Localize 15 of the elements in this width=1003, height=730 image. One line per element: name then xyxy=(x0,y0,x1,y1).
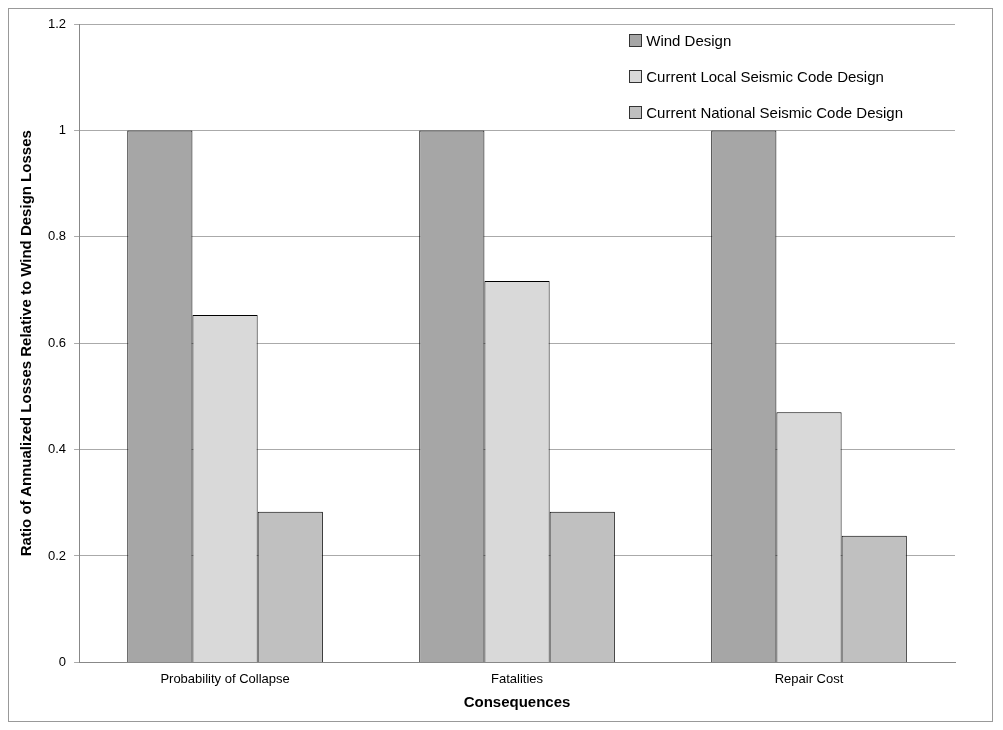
legend-label: Wind Design xyxy=(646,31,732,49)
y-tick-label: 0.8 xyxy=(47,228,67,244)
legend-label: Current Local Seismic Code Design xyxy=(646,67,884,85)
y-tick-label: 0.4 xyxy=(47,441,67,457)
y-tick-label: 1 xyxy=(58,121,67,137)
x-axis-title: Consequences xyxy=(463,693,571,711)
y-tick-label: 1.2 xyxy=(47,15,67,31)
y-tick-label: 0.6 xyxy=(47,334,67,350)
legend-label: Current National Seismic Code Design xyxy=(646,103,903,121)
y-axis-title: Ratio of Annualized Losses Relative to Wind Design Losses xyxy=(17,130,35,557)
x-tick-label: Fatalities xyxy=(491,670,544,686)
x-tick-label: Probability of Collapse xyxy=(160,670,290,686)
y-tick-label: 0 xyxy=(58,653,67,669)
y-tick-label: 0.2 xyxy=(47,547,67,563)
x-tick-label: Repair Cost xyxy=(774,670,844,686)
